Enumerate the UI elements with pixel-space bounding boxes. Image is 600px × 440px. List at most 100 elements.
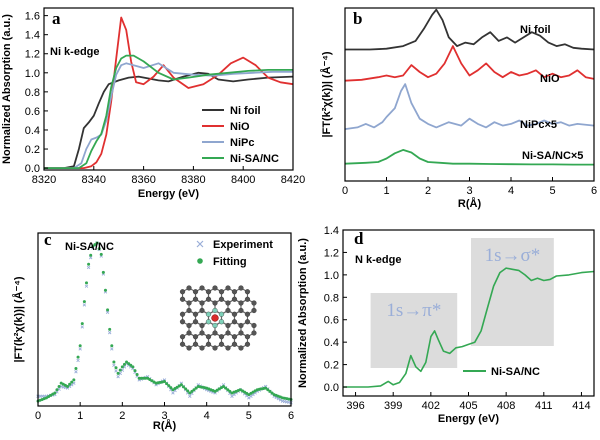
series-label: Ni foil — [520, 24, 551, 36]
x-axis-label: Energy (eV) — [438, 413, 499, 425]
y-tick-label: 0.4 — [324, 337, 339, 349]
fitting-marker — [97, 247, 101, 251]
experiment-marker — [82, 303, 87, 307]
fitting-marker — [53, 391, 57, 395]
carbon-atom — [231, 289, 238, 295]
carbon-atom — [225, 345, 231, 351]
series-line-nipc-5 — [344, 83, 595, 130]
x-axis-label: R(Å) — [153, 419, 177, 432]
x-tick-label: 8420 — [281, 174, 305, 186]
fitting-marker — [188, 391, 192, 395]
x-tick-label: 8380 — [181, 174, 205, 186]
experiment-marker — [112, 363, 116, 367]
experiment-marker — [84, 284, 89, 288]
legend-label: Fitting — [213, 256, 247, 268]
legend-swatch-fitting — [197, 258, 203, 264]
carbon-atom — [186, 285, 192, 291]
fitting-marker — [108, 327, 112, 331]
x-tick-label: 411 — [535, 400, 553, 412]
fitting-marker — [114, 366, 118, 370]
carbon-atom — [192, 289, 199, 295]
carbon-atom — [199, 307, 205, 314]
legend-label: Ni-SA/NC — [491, 366, 540, 378]
carbon-atom — [179, 334, 186, 340]
carbon-atom — [212, 345, 218, 351]
fitting-marker — [228, 389, 232, 393]
y-tick-label: 1.0 — [25, 68, 40, 80]
y-tick-label: 0.8 — [324, 292, 339, 304]
x-tick-label: 405 — [459, 400, 477, 412]
carbon-atom — [244, 334, 251, 340]
carbon-atom — [244, 341, 251, 347]
experiment-marker — [116, 374, 120, 379]
carbon-atom — [251, 307, 257, 314]
fitting-marker — [165, 382, 169, 386]
fitting-marker — [91, 244, 95, 248]
fitting-marker — [133, 369, 137, 373]
nickel-atom — [211, 314, 219, 322]
panel-b: Ni foil NiO NiPc×5 Ni-SA/NC×5 0 1 2 3 4 5 6 R(Å) |FT… — [320, 7, 597, 210]
fitting-marker — [72, 378, 76, 382]
nitrogen-atom — [212, 307, 218, 314]
carbon-atom — [238, 330, 244, 336]
edge-annotation: N k-edge — [355, 254, 401, 266]
fitting-marker — [169, 386, 173, 390]
fitting-marker — [120, 365, 124, 369]
y-tick-label: 1.2 — [324, 247, 339, 259]
carbon-atom — [192, 319, 199, 325]
fitting-marker — [222, 384, 226, 388]
fitting-marker — [76, 355, 80, 359]
fitting-marker — [131, 365, 135, 369]
carbon-atom — [179, 319, 186, 325]
legend-label: Ni-SA/NC — [230, 153, 279, 165]
carbon-atom — [192, 334, 199, 340]
series-label: NiPc×5 — [520, 119, 557, 131]
x-tick-label: 1 — [383, 185, 389, 197]
carbon-atom — [205, 334, 212, 340]
transition-region — [471, 238, 554, 346]
legend-label: Ni foil — [230, 105, 261, 117]
carbon-atom — [218, 296, 225, 302]
fitting-marker — [78, 344, 82, 348]
x-tick-label: 0 — [35, 410, 41, 422]
experiment-marker — [80, 325, 84, 329]
carbon-atom — [238, 285, 244, 291]
carbon-atom — [186, 300, 192, 306]
panel-label: c — [44, 230, 52, 249]
fitting-marker — [95, 241, 99, 245]
fitting-marker — [99, 252, 103, 256]
carbon-atom — [238, 300, 244, 306]
x-tick-label: 396 — [346, 400, 364, 412]
carbon-atom — [231, 311, 238, 317]
carbon-atom — [238, 307, 244, 314]
fitting-marker — [66, 384, 70, 388]
carbon-atom — [205, 296, 212, 302]
fitting-marker — [110, 344, 114, 348]
y-axis-label: |FT(k²χ(k))| (Å⁻⁴) — [320, 51, 333, 137]
carbon-atom — [244, 311, 251, 317]
fitting-marker — [116, 371, 120, 375]
carbon-atom — [212, 330, 218, 336]
carbon-atom — [186, 307, 192, 314]
y-tick-label: 0.6 — [25, 106, 40, 118]
carbon-atom — [231, 341, 238, 347]
carbon-atom — [205, 289, 212, 295]
x-tick-label: 8320 — [32, 174, 56, 186]
y-tick-label: 0.4 — [25, 125, 40, 137]
carbon-atom — [238, 345, 244, 351]
x-tick-label: 414 — [572, 400, 590, 412]
fitting-marker — [57, 384, 61, 388]
legend-label: NiO — [230, 121, 250, 133]
y-axis-label: Normalized Absorption (a.u.) — [1, 14, 13, 164]
experiment-marker — [278, 398, 283, 402]
fitting-marker — [112, 360, 116, 364]
x-tick-label: 0 — [342, 185, 348, 197]
experiment-marker — [118, 371, 122, 376]
x-tick-label: 2 — [119, 410, 125, 422]
fitting-marker — [184, 387, 188, 391]
x-tick-label: 1 — [77, 410, 83, 422]
y-tick-label: 1.6 — [25, 11, 40, 23]
fitting-marker — [70, 380, 74, 384]
x-tick-label: 4 — [204, 410, 210, 422]
